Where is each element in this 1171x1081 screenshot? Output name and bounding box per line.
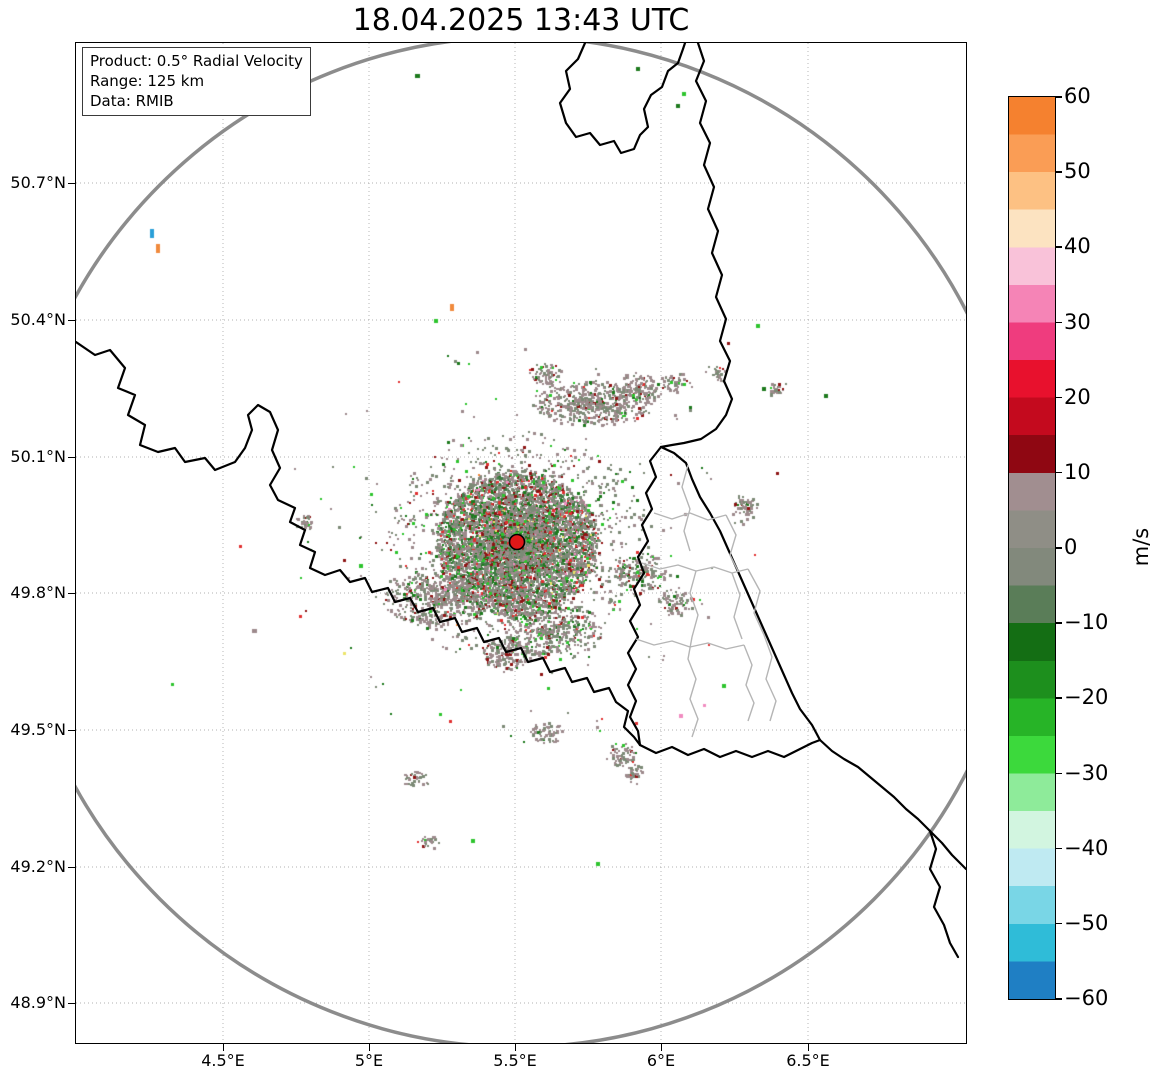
x-tick-mark [661, 1044, 663, 1051]
colorbar-tick-mark [1055, 922, 1062, 925]
x-tick-label: 5.5°E [493, 1051, 537, 1070]
y-tick-mark [68, 457, 75, 459]
colorbar-tick-label: −30 [1064, 760, 1109, 785]
y-tick-label: 50.4°N [10, 310, 66, 329]
x-tick-label: 6.5°E [786, 1051, 830, 1070]
canton-border-path [731, 572, 743, 640]
y-tick-label: 49.8°N [10, 583, 66, 602]
x-tick-label: 6°E [646, 1051, 676, 1070]
product-info-box: Product: 0.5° Radial Velocity Range: 125… [82, 47, 311, 116]
colorbar-tick-label: −60 [1064, 986, 1109, 1010]
range-ring [76, 43, 966, 1043]
y-tick-label: 50.7°N [10, 173, 66, 192]
colorbar-tick-mark [1055, 998, 1062, 1000]
y-tick-mark [68, 1003, 75, 1005]
x-tick-mark [515, 1044, 517, 1051]
colorbar-tick-mark [1055, 697, 1062, 699]
product-line: Product: 0.5° Radial Velocity [90, 52, 303, 70]
colorbar-tick-mark [1055, 396, 1062, 399]
canton-border-path [725, 514, 739, 572]
map-plot-area: Product: 0.5° Radial Velocity Range: 125… [75, 42, 967, 1044]
y-tick-mark [68, 320, 75, 322]
radar-echo-layer [76, 43, 966, 1043]
y-tick-mark [68, 730, 75, 732]
colorbar-tick-mark [1055, 547, 1062, 549]
x-tick-mark [223, 1044, 225, 1051]
y-tick-label: 49.2°N [10, 857, 66, 876]
canton-border-path [743, 644, 755, 722]
figure-title: 18.04.2025 13:43 UTC [352, 3, 690, 38]
x-tick-mark [808, 1044, 810, 1051]
colorbar-tick-label: −40 [1064, 835, 1109, 860]
y-tick-mark [68, 867, 75, 869]
country-border-path [928, 829, 960, 959]
country-border-path [818, 738, 966, 871]
country-border-path [558, 43, 687, 155]
canton-border-path [653, 512, 727, 521]
canton-border-path [641, 562, 749, 574]
y-tick-label: 50.1°N [10, 447, 66, 466]
country-borders [76, 43, 966, 959]
y-tick-label: 48.9°N [10, 993, 66, 1012]
colorbar-tick-label: 60 [1064, 84, 1091, 108]
colorbar-tick-label: −10 [1064, 610, 1109, 635]
country-border-path [638, 738, 822, 759]
colorbar-tick-mark [1055, 246, 1062, 248]
map-overlay-layer [76, 43, 966, 1043]
colorbar-tick-mark [1055, 171, 1062, 173]
country-border-path [659, 43, 734, 449]
x-tick-label: 5°E [354, 1051, 384, 1070]
y-tick-mark [68, 593, 75, 595]
colorbar-tick-label: 20 [1064, 384, 1091, 409]
x-tick-label: 4.5°E [201, 1051, 245, 1070]
colorbar-tick-mark [1055, 847, 1062, 850]
colorbar-tick-label: 30 [1064, 309, 1091, 334]
grid-layer [76, 43, 966, 1043]
colorbar-tick-mark [1055, 622, 1062, 624]
colorbar-unit-label: m/s [1129, 527, 1153, 567]
canton-border-path [681, 464, 691, 552]
canton-border-path [689, 570, 699, 638]
country-border-path [659, 445, 822, 742]
colorbar-tick-mark [1055, 772, 1062, 775]
colorbar [1008, 96, 1056, 1000]
colorbar-tick-label: 40 [1064, 234, 1091, 259]
colorbar-tick-mark [1055, 471, 1062, 474]
x-tick-mark [369, 1044, 371, 1051]
colorbar-tick-label: 0 [1064, 535, 1078, 559]
y-tick-label: 49.5°N [10, 720, 66, 739]
colorbar-tick-label: 50 [1064, 159, 1091, 184]
canton-border-path [747, 568, 765, 636]
canton-borders [635, 464, 777, 738]
colorbar-tick-mark [1055, 96, 1062, 98]
canton-border-path [687, 636, 699, 738]
range-line: Range: 125 km [90, 72, 205, 90]
canton-border-path [763, 634, 777, 722]
data-source-line: Data: RMIB [90, 92, 174, 110]
radar-site-marker [508, 533, 526, 551]
colorbar-tick-mark [1055, 321, 1062, 324]
country-border-path [76, 340, 642, 747]
canton-border-path [635, 638, 745, 650]
colorbar-tick-label: 10 [1064, 459, 1091, 484]
country-border-path [626, 445, 663, 747]
y-tick-mark [68, 183, 75, 185]
colorbar-tick-label: −20 [1064, 685, 1109, 710]
colorbar-tick-label: −50 [1064, 910, 1109, 935]
